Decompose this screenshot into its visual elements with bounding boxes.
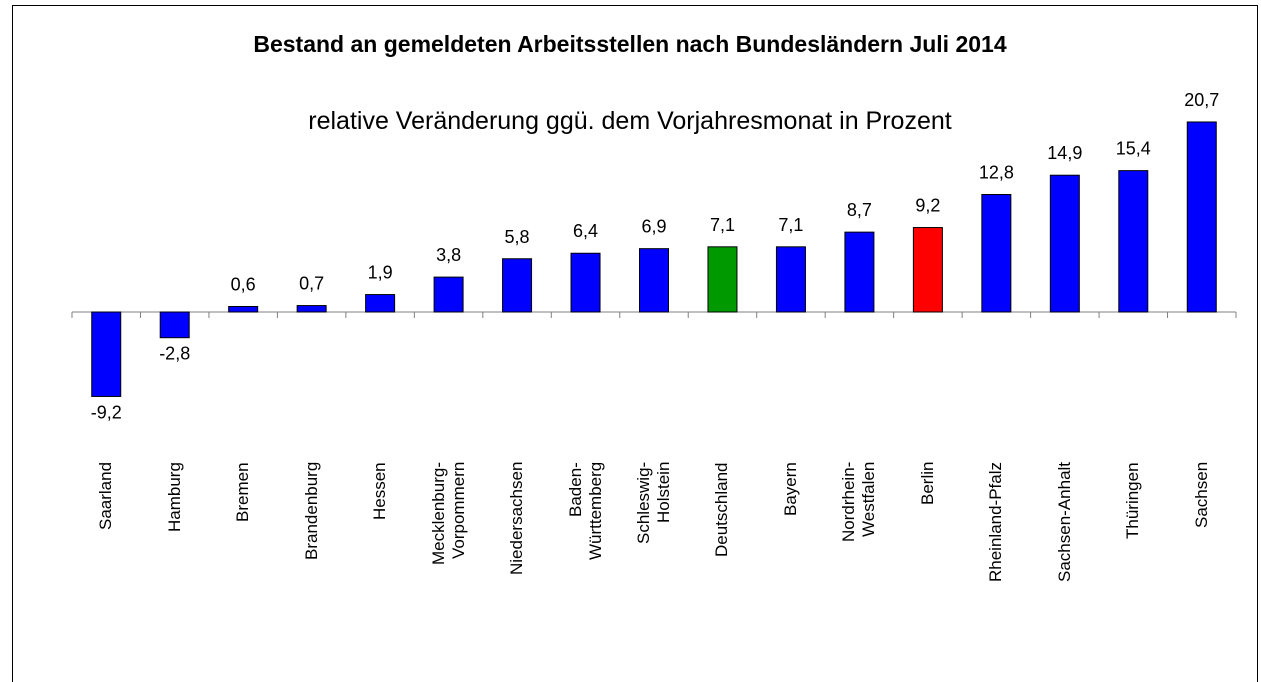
bar bbox=[228, 305, 259, 313]
value-label: 12,8 bbox=[979, 162, 1014, 182]
x-tick-label: Saarland bbox=[96, 462, 116, 531]
chart-title: Bestand an gemeldeten Arbeitsstellen nac… bbox=[253, 31, 1007, 57]
value-label: 7,1 bbox=[778, 215, 803, 235]
x-tick-label: Sachsen-Anhalt bbox=[1054, 462, 1074, 583]
x-tick-label: Hessen bbox=[370, 462, 390, 520]
bar bbox=[981, 193, 1012, 313]
bar bbox=[775, 246, 806, 313]
value-label: 15,4 bbox=[1116, 139, 1151, 159]
bar bbox=[159, 311, 190, 339]
chart-subtitle: relative Veränderung ggü. dem Vorjahresm… bbox=[308, 107, 952, 135]
value-label: 6,4 bbox=[573, 221, 598, 241]
value-label: 3,8 bbox=[436, 245, 461, 265]
value-label: 0,7 bbox=[299, 274, 324, 294]
x-tick-label: Bremen bbox=[233, 462, 253, 522]
bar bbox=[502, 258, 533, 313]
bar bbox=[433, 276, 464, 313]
value-label: 7,1 bbox=[710, 215, 735, 235]
value-label: 1,9 bbox=[368, 263, 393, 283]
value-label: 5,8 bbox=[505, 227, 530, 247]
value-label: 20,7 bbox=[1184, 90, 1219, 110]
x-tick-label: Thüringen bbox=[1123, 462, 1143, 539]
value-label: -9,2 bbox=[91, 402, 122, 422]
bar bbox=[296, 305, 327, 313]
chart-border bbox=[12, 5, 1258, 682]
bar bbox=[1049, 174, 1080, 313]
bar bbox=[1118, 170, 1149, 313]
value-label: 14,9 bbox=[1047, 143, 1082, 163]
x-tick-label: Niedersachsen bbox=[507, 462, 527, 576]
bar bbox=[912, 227, 943, 313]
value-label: 0,6 bbox=[231, 274, 256, 294]
bar bbox=[639, 248, 669, 313]
x-tick-label: Bayern bbox=[780, 462, 800, 516]
bar bbox=[707, 246, 738, 313]
x-tick-label: Mecklenburg- Vorpommern bbox=[428, 462, 468, 565]
bar bbox=[365, 294, 396, 313]
x-tick-label: Brandenburg bbox=[301, 462, 321, 561]
bar bbox=[1186, 121, 1217, 313]
x-tick-label: Hamburg bbox=[164, 462, 184, 532]
x-tick-label: Schleswig- Holstein bbox=[634, 462, 673, 545]
x-tick-label: Berlin bbox=[917, 462, 937, 506]
bar bbox=[844, 231, 875, 313]
x-tick-label: Baden- Württemberg bbox=[565, 462, 605, 561]
x-tick-label: Deutschland bbox=[712, 462, 732, 557]
value-label: 6,9 bbox=[641, 217, 666, 237]
value-label: 9,2 bbox=[915, 196, 940, 216]
bar bbox=[570, 252, 601, 313]
value-label: -2,8 bbox=[159, 344, 190, 364]
bar bbox=[91, 311, 122, 397]
value-label: 8,7 bbox=[847, 200, 872, 220]
x-tick-label: Rheinland-Pfalz bbox=[986, 462, 1006, 583]
x-tick-label: Nordrhein- Westfalen bbox=[839, 462, 879, 543]
x-tick-label: Sachsen bbox=[1191, 462, 1211, 529]
